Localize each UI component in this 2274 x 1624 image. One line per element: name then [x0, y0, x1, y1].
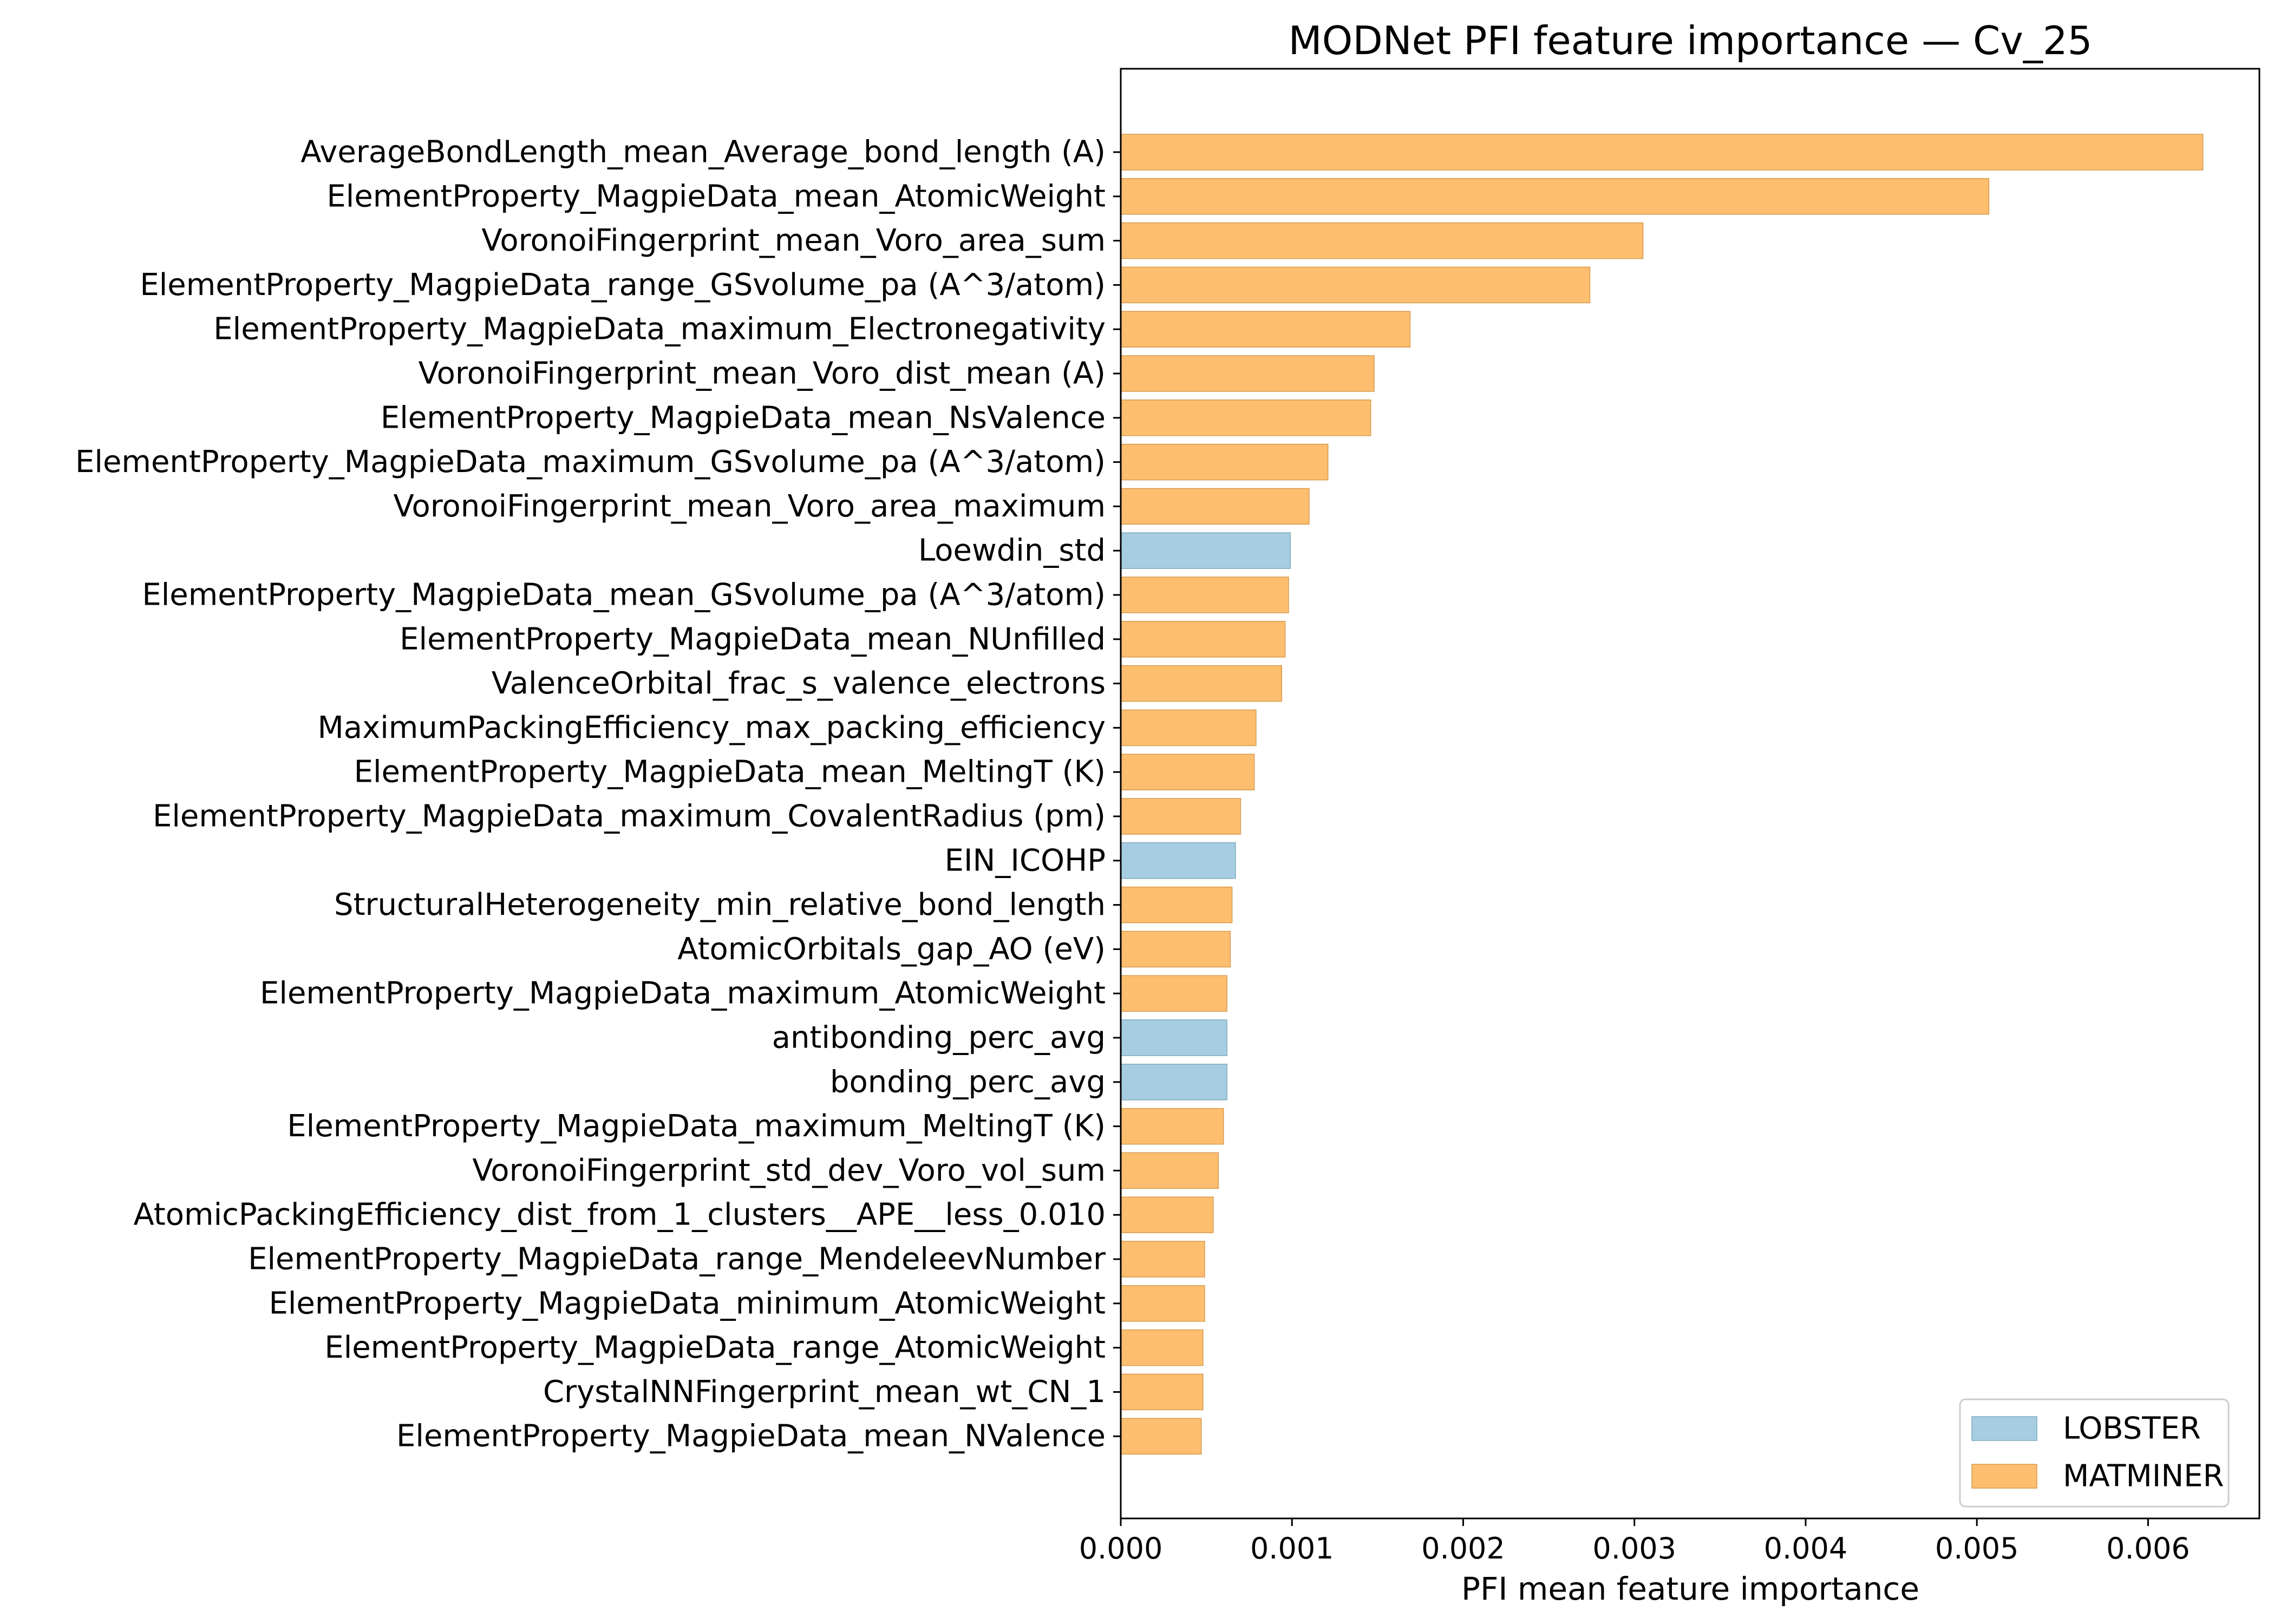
plot-frame — [1120, 68, 2260, 1520]
y-tick-label: ElementProperty_MagpieData_mean_NUnfille… — [400, 621, 1106, 657]
legend-label: MATMINER — [2063, 1459, 2224, 1494]
bar — [1120, 886, 1233, 924]
y-tick-label: ElementProperty_MagpieData_mean_NsValenc… — [381, 400, 1106, 435]
y-tick-label: ElementProperty_MagpieData_range_Mendele… — [248, 1242, 1106, 1277]
y-tick-label: MaximumPackingEfficiency_max_packing_eff… — [317, 710, 1106, 745]
bar — [1120, 1108, 1224, 1145]
y-tick-label: VoronoiFingerprint_mean_Voro_area_sum — [481, 223, 1106, 258]
bar — [1120, 488, 1310, 525]
legend: LOBSTER MATMINER — [1959, 1398, 2230, 1508]
bar — [1120, 1019, 1227, 1056]
y-tick-label: ElementProperty_MagpieData_mean_MeltingT… — [354, 755, 1106, 790]
x-tick-label: 0.006 — [2106, 1531, 2190, 1566]
bar — [1120, 178, 1990, 215]
y-tick-label: ValenceOrbital_frac_s_valence_electrons — [492, 666, 1106, 701]
bar — [1120, 709, 1257, 746]
bar — [1120, 311, 1411, 348]
y-tick-label: ElementProperty_MagpieData_maximum_Atomi… — [260, 976, 1106, 1011]
x-axis-label: PFI mean feature importance — [1461, 1570, 1919, 1607]
y-tick-label: AtomicOrbitals_gap_AO (eV) — [677, 932, 1106, 967]
y-tick-label: Loewdin_std — [918, 533, 1106, 568]
bar — [1120, 665, 1283, 702]
y-tick-label: ElementProperty_MagpieData_maximum_Elect… — [213, 312, 1106, 347]
x-axis: 0.000 0.001 0.002 0.003 0.004 0.005 0.006 — [1079, 1518, 2190, 1566]
y-tick-label: ElementProperty_MagpieData_maximum_GSvol… — [75, 444, 1106, 480]
y-tick-label: ElementProperty_MagpieData_range_GSvolum… — [140, 267, 1106, 303]
y-tick-label: bonding_perc_avg — [830, 1064, 1106, 1099]
bar — [1120, 931, 1231, 968]
bar — [1120, 355, 1375, 392]
x-tick-label: 0.003 — [1592, 1531, 1676, 1566]
x-tick-label: 0.004 — [1764, 1531, 1848, 1566]
bar — [1120, 1196, 1214, 1233]
y-tick-label: VoronoiFingerprint_mean_Voro_dist_mean (… — [419, 356, 1106, 391]
bar — [1120, 134, 2204, 171]
bar — [1120, 621, 1286, 658]
bar — [1120, 400, 1371, 436]
legend-swatch — [1971, 1464, 2037, 1489]
y-tick-label: VoronoiFingerprint_mean_Voro_area_maximu… — [393, 489, 1106, 524]
bar — [1120, 798, 1241, 835]
y-tick-label: ElementProperty_MagpieData_maximum_Melti… — [287, 1109, 1106, 1144]
y-tick-label: AverageBondLength_mean_Average_bond_leng… — [300, 135, 1106, 170]
chart-title: MODNet PFI feature importance — Cv_25 — [1289, 18, 2093, 63]
bar — [1120, 1418, 1202, 1455]
y-tick-labels: AverageBondLength_mean_Average_bond_leng… — [75, 135, 1121, 1454]
y-tick-label: AtomicPackingEfficiency_dist_from_1_clus… — [133, 1197, 1106, 1233]
bar — [1120, 1373, 1204, 1411]
y-tick-label: ElementProperty_MagpieData_mean_AtomicWe… — [326, 179, 1106, 214]
y-tick-label: CrystalNNFingerprint_mean_wt_CN_1 — [543, 1374, 1106, 1410]
bar — [1120, 266, 1591, 304]
bar — [1120, 1285, 1205, 1322]
y-tick-label: ElementProperty_MagpieData_maximum_Coval… — [153, 799, 1106, 834]
x-tick-label: 0.001 — [1250, 1531, 1334, 1566]
bar — [1120, 222, 1644, 259]
bar — [1120, 577, 1289, 613]
y-tick-label: EIN_ICOHP — [945, 843, 1106, 878]
bar — [1120, 975, 1227, 1012]
legend-label: LOBSTER — [2063, 1411, 2201, 1446]
y-tick-label: VoronoiFingerprint_std_dev_Voro_vol_sum — [472, 1153, 1106, 1188]
y-tick-label: antibonding_perc_avg — [772, 1020, 1106, 1056]
bar — [1120, 1329, 1204, 1366]
y-tick-label: StructuralHeterogeneity_min_relative_bon… — [334, 887, 1106, 922]
y-tick-label: ElementProperty_MagpieData_mean_GSvolume… — [142, 578, 1106, 613]
bars-layer — [1120, 134, 2204, 1455]
bar — [1120, 1064, 1227, 1101]
bar — [1120, 1152, 1219, 1189]
bar — [1120, 532, 1291, 569]
x-tick-label: 0.002 — [1421, 1531, 1505, 1566]
y-tick-label: ElementProperty_MagpieData_range_AtomicW… — [324, 1330, 1106, 1365]
bar — [1120, 754, 1255, 790]
bar — [1120, 1241, 1205, 1278]
legend-swatch — [1971, 1416, 2037, 1441]
y-tick-label: ElementProperty_MagpieData_mean_NValence — [396, 1419, 1106, 1454]
y-tick-label: ElementProperty_MagpieData_minimum_Atomi… — [269, 1286, 1106, 1321]
x-tick-label: 0.005 — [1935, 1531, 2019, 1566]
bar — [1120, 842, 1236, 879]
x-tick-label: 0.000 — [1079, 1531, 1163, 1566]
bar — [1120, 443, 1329, 481]
